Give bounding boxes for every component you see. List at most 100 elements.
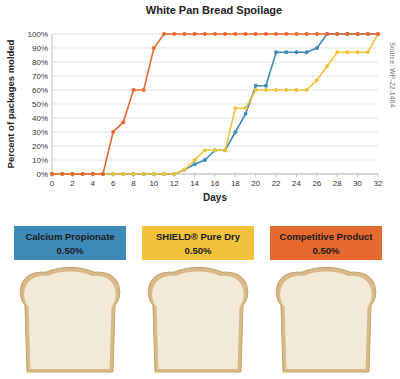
- series-marker: [152, 172, 156, 176]
- series-marker: [142, 172, 146, 176]
- series-marker: [284, 88, 288, 92]
- panel-dose: 0.50%: [185, 245, 212, 256]
- x-tick-label: 28: [333, 179, 342, 188]
- series-marker: [274, 32, 278, 36]
- chart-root: White Pan Bread Spoilage0%10%20%30%40%50…: [0, 0, 400, 379]
- series-marker: [81, 172, 85, 176]
- y-tick-label: 100%: [28, 30, 48, 39]
- series-marker: [101, 172, 105, 176]
- x-tick: [337, 174, 338, 177]
- series-marker: [244, 32, 248, 36]
- bread-crust: [148, 267, 248, 372]
- series-marker: [356, 32, 360, 36]
- y-tick-label: 0%: [36, 170, 48, 179]
- series-marker: [305, 88, 309, 92]
- series-marker: [335, 32, 339, 36]
- series-marker: [356, 32, 360, 36]
- x-tick-label: 2: [70, 179, 75, 188]
- panel-label-box: [14, 226, 126, 260]
- series-marker: [213, 148, 217, 152]
- series-marker: [213, 148, 217, 152]
- series-marker: [152, 172, 156, 176]
- bread-crust: [276, 267, 376, 372]
- series-marker: [305, 32, 309, 36]
- series-marker: [182, 32, 186, 36]
- series-marker: [284, 32, 288, 36]
- x-tick-label: 10: [149, 179, 158, 188]
- x-tick-label: 20: [251, 179, 260, 188]
- series-marker: [284, 50, 288, 54]
- panel-label: SHIELD® Pure Dry: [156, 231, 241, 242]
- plot-area: [50, 32, 380, 176]
- series-marker: [152, 46, 156, 50]
- y-tick-label: 80%: [32, 58, 48, 67]
- series-marker: [345, 32, 349, 36]
- series-marker: [223, 32, 227, 36]
- series-marker: [345, 32, 349, 36]
- x-tick-label: 22: [272, 179, 281, 188]
- grid-line: [52, 90, 378, 91]
- y-axis-label: Percent of packages molded: [5, 39, 16, 168]
- series-marker: [345, 50, 349, 54]
- series-marker: [315, 78, 319, 82]
- series-marker: [101, 172, 105, 176]
- series-marker: [91, 172, 95, 176]
- series-marker: [233, 130, 237, 134]
- x-tick-label: 6: [111, 179, 116, 188]
- series-marker: [81, 172, 85, 176]
- y-tick-label: 20%: [32, 142, 48, 151]
- series-marker: [70, 172, 74, 176]
- series-marker: [162, 32, 166, 36]
- series-marker: [213, 32, 217, 36]
- x-tick: [276, 174, 277, 177]
- y-tick-label: 30%: [32, 128, 48, 137]
- series-marker: [376, 32, 380, 36]
- series-marker: [193, 162, 197, 166]
- bread-crumb: [280, 272, 372, 369]
- series-marker: [50, 172, 54, 176]
- series-marker: [60, 172, 64, 176]
- series-marker: [50, 172, 54, 176]
- series-marker: [132, 172, 136, 176]
- series-marker: [203, 148, 207, 152]
- series-marker: [172, 32, 176, 36]
- series-marker: [254, 88, 258, 92]
- series-marker: [70, 172, 74, 176]
- grid-line: [52, 160, 378, 161]
- source-note: Source: WP-22-1464: [389, 42, 396, 107]
- title: White Pan Bread Spoilage: [146, 4, 282, 16]
- x-tick: [194, 174, 195, 177]
- series-marker: [121, 172, 125, 176]
- series-marker: [315, 32, 319, 36]
- panel-label-box: [142, 226, 254, 260]
- series-marker: [335, 50, 339, 54]
- series-marker: [295, 50, 299, 54]
- y-axis: [52, 34, 53, 174]
- x-tick: [296, 174, 297, 177]
- series-marker: [162, 172, 166, 176]
- series-marker: [356, 50, 360, 54]
- series-marker: [193, 32, 197, 36]
- series-marker: [376, 32, 380, 36]
- series-marker: [244, 106, 248, 110]
- series-marker: [223, 148, 227, 152]
- series-marker: [264, 84, 268, 88]
- x-tick-label: 26: [312, 179, 321, 188]
- series-marker: [203, 158, 207, 162]
- series-marker: [132, 88, 136, 92]
- panel-dose: 0.50%: [57, 245, 84, 256]
- series-marker: [233, 106, 237, 110]
- series-marker: [244, 112, 248, 116]
- y-tick-label: 90%: [32, 44, 48, 53]
- series-marker: [203, 32, 207, 36]
- series-marker: [162, 172, 166, 176]
- x-tick: [357, 174, 358, 177]
- panel-label: Competitive Product: [280, 231, 374, 242]
- grid-line: [52, 48, 378, 49]
- series-marker: [376, 32, 380, 36]
- x-tick-label: 30: [353, 179, 362, 188]
- panel-label: Calcium Propionate: [25, 231, 114, 242]
- series-marker: [111, 130, 115, 134]
- series-line: [52, 34, 378, 174]
- series-marker: [132, 172, 136, 176]
